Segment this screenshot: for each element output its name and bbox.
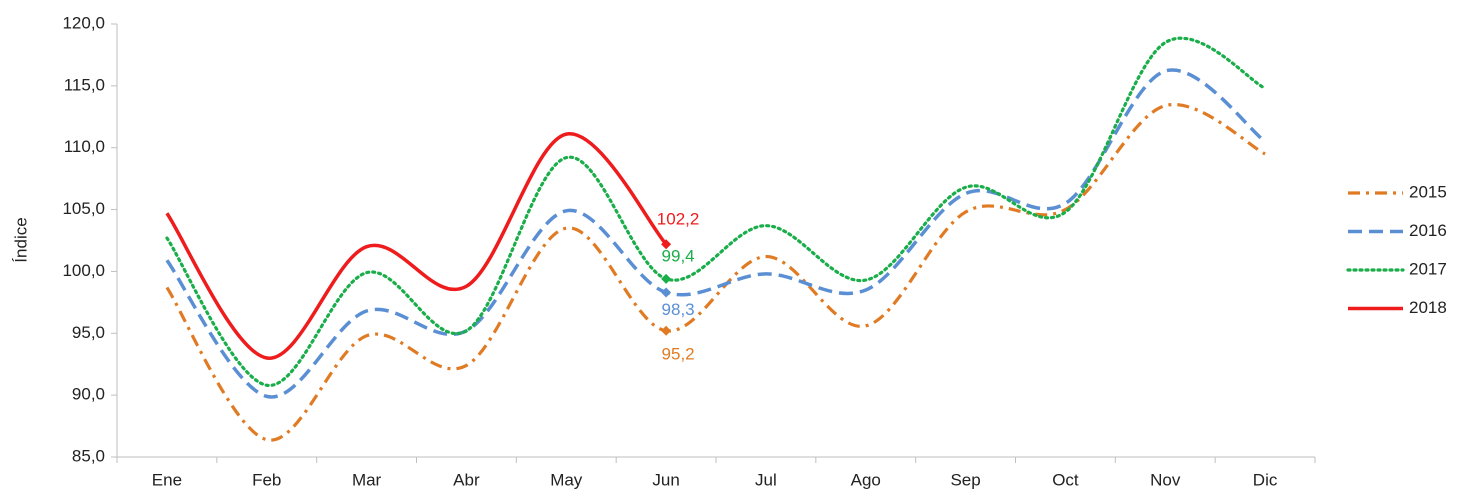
x-tick-label: Jun	[652, 470, 679, 489]
legend-label: 2017	[1409, 259, 1447, 278]
series-line	[165, 102, 1266, 442]
y-tick-label: 95,0	[72, 323, 105, 342]
series-line	[165, 68, 1267, 399]
x-tick-label: Sep	[950, 470, 980, 489]
y-tick-label: 110,0	[64, 137, 105, 156]
y-tick-label: 90,0	[72, 385, 105, 404]
x-tick-label: Mar	[352, 470, 382, 489]
legend-label: 2015	[1409, 182, 1447, 201]
series-line	[165, 36, 1267, 387]
x-tick-label: Abr	[453, 470, 480, 489]
x-tick-label: Ene	[152, 470, 182, 489]
point-marker	[661, 287, 672, 298]
x-tick-label: Nov	[1150, 470, 1181, 489]
x-tick-label: Dic	[1253, 470, 1278, 489]
y-tick-label: 85,0	[72, 446, 105, 465]
point-marker	[661, 325, 672, 336]
x-tick-label: Oct	[1052, 470, 1079, 489]
point-marker	[661, 239, 672, 250]
data-label: 102,2	[657, 210, 700, 229]
x-tick-label: Ago	[851, 470, 881, 489]
y-tick-label: 100,0	[62, 261, 105, 280]
data-label: 99,4	[662, 246, 695, 265]
series-line	[165, 132, 668, 360]
x-tick-label: Jul	[755, 470, 777, 489]
y-tick-label: 115,0	[64, 75, 105, 94]
x-tick-label: May	[550, 470, 583, 489]
y-tick-label: 120,0	[62, 13, 105, 32]
legend-label: 2016	[1409, 221, 1447, 240]
data-label: 98,3	[662, 300, 695, 319]
y-tick-label: 105,0	[62, 199, 105, 218]
legend-label: 2018	[1409, 298, 1447, 317]
x-tick-label: Feb	[252, 470, 281, 489]
data-label: 95,2	[662, 344, 695, 363]
y-axis-label: Índice	[11, 217, 30, 262]
point-marker	[661, 273, 672, 284]
